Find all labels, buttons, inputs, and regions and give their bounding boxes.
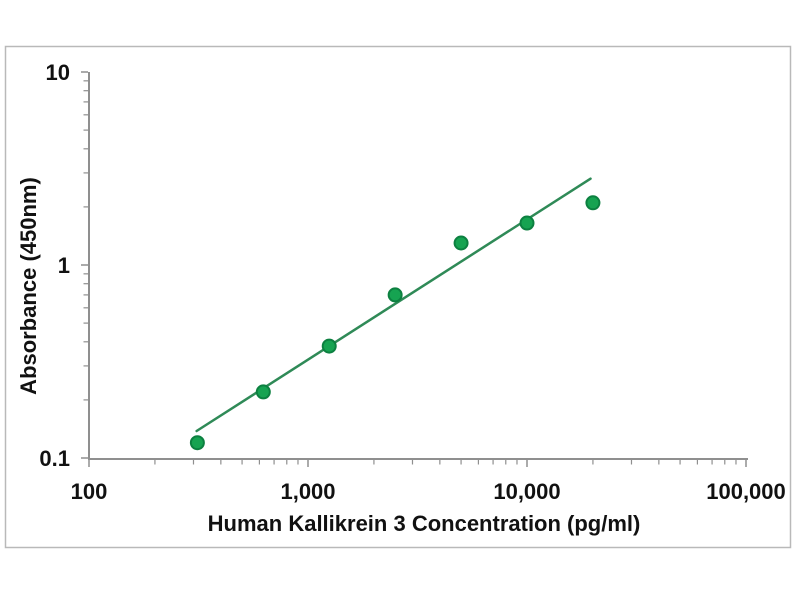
data-point-marker [453,235,469,251]
x-tick-label: 100,000 [706,479,786,504]
tick-labels: 100 1,000 10,000 100,000 10 1 0.1 [39,60,785,504]
x-tick-label: 1,000 [280,479,335,504]
x-axis-title: Human Kallikrein 3 Concentration (pg/ml) [208,511,641,536]
x-tick-label: 10,000 [493,479,560,504]
data-point-marker [585,195,601,211]
data-point-marker [189,435,205,451]
data-point-marker [321,338,337,354]
data-point-marker [387,287,403,303]
y-axis-title: Absorbance (450nm) [16,177,41,395]
y-tick-label: 1 [58,253,70,278]
data-point-marker [519,215,535,231]
y-tick-label: 10 [46,60,70,85]
trend-line [195,177,592,433]
axes [81,71,748,467]
data-point-marker [255,384,271,400]
y-tick-label: 0.1 [39,446,70,471]
data-series [189,177,601,451]
x-tick-label: 100 [71,479,108,504]
plot-border [4,45,792,549]
